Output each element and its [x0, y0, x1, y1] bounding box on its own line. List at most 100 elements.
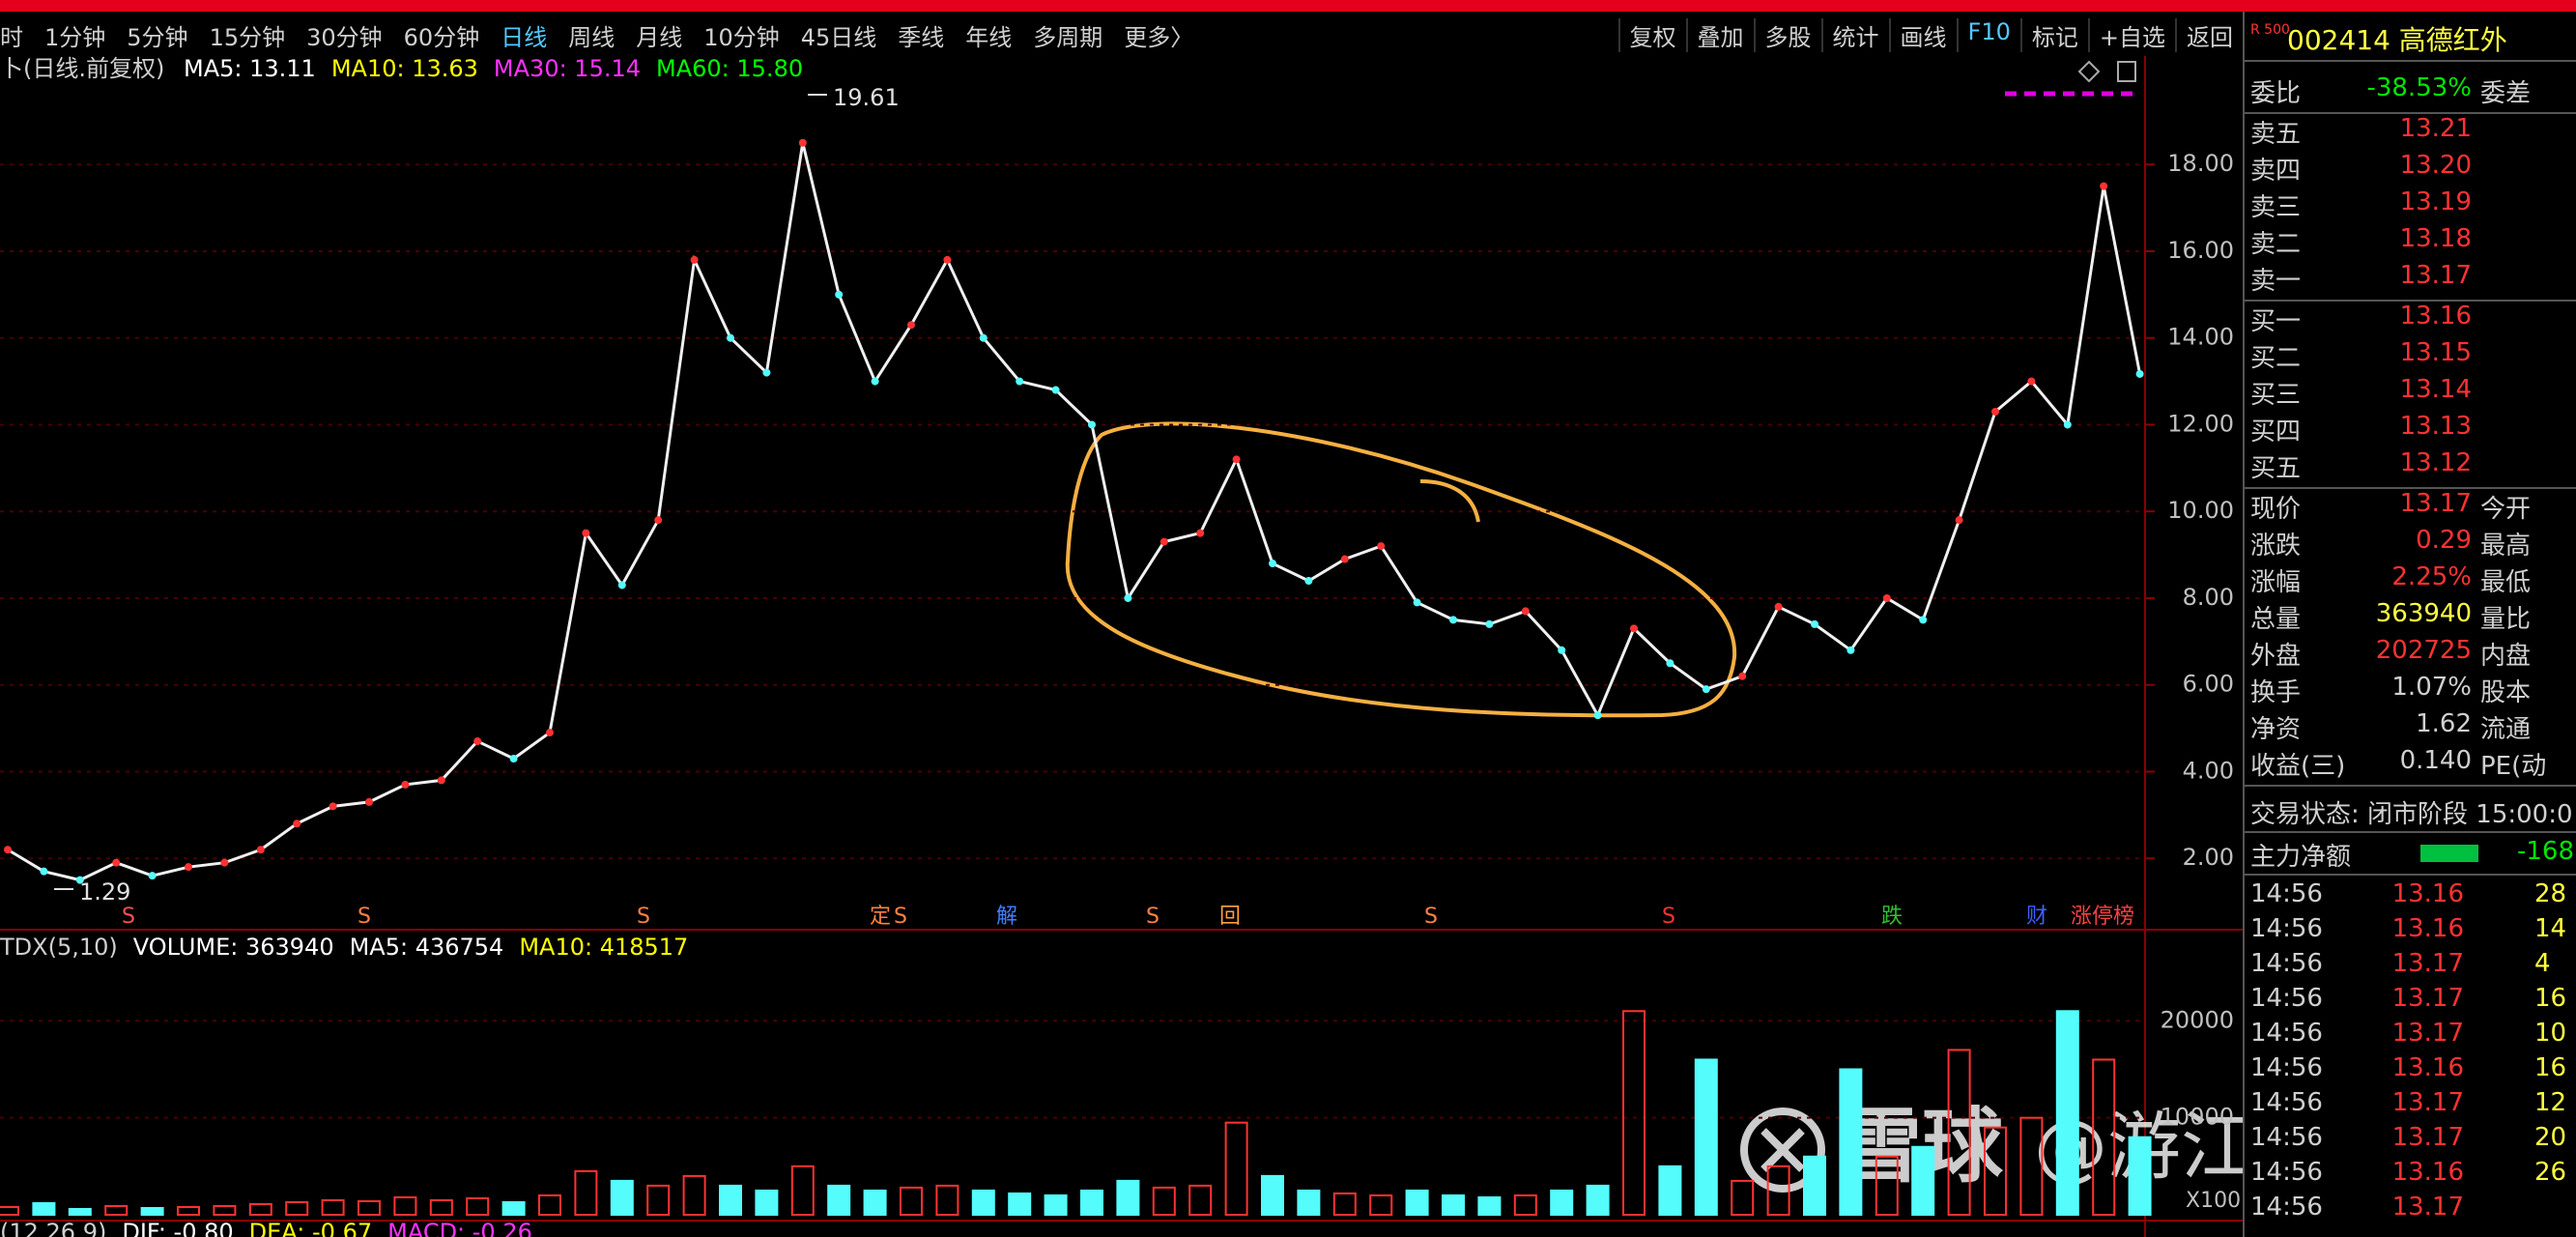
- unit-label: X100: [2186, 1189, 2241, 1213]
- volume-bar: [1586, 1184, 1610, 1217]
- tool-button[interactable]: 画线: [1888, 17, 1957, 52]
- tool-button[interactable]: 标记: [2019, 17, 2088, 52]
- quote-value: 1.07%: [2391, 673, 2472, 702]
- trade-volume: 20: [2534, 1123, 2567, 1152]
- period-tab[interactable]: 1分钟: [44, 23, 106, 51]
- separator: [2245, 487, 2576, 489]
- period-tab[interactable]: 10分钟: [703, 23, 780, 51]
- trade-time: 14:56: [2250, 879, 2323, 908]
- tool-button[interactable]: 统计: [1820, 17, 1889, 52]
- period-tab[interactable]: 多周期: [1033, 23, 1103, 51]
- tool-button[interactable]: +自选: [2087, 17, 2175, 52]
- tool-button[interactable]: 叠加: [1685, 17, 1754, 52]
- volume-bar: [1984, 1126, 2007, 1217]
- quote-label: 换手: [2250, 678, 2302, 707]
- panel-row: 卖一 13.17: [2245, 261, 2576, 298]
- trade-volume: 28: [2534, 879, 2567, 908]
- trade-price: 13.17: [2391, 1019, 2464, 1048]
- high-annotation: 19.61: [833, 84, 900, 111]
- price-point: [546, 729, 554, 737]
- quote-value: 13.17: [2399, 489, 2472, 518]
- tool-button[interactable]: 返回: [2175, 17, 2243, 52]
- price-point: [509, 754, 518, 762]
- quote-value: 0.29: [2416, 526, 2472, 555]
- macd-legend: (12,26,9): [0, 1219, 106, 1237]
- period-tab[interactable]: 时: [0, 23, 23, 51]
- quote-value: 2.25%: [2391, 562, 2472, 591]
- price-point: [329, 802, 337, 811]
- period-tab[interactable]: 日线: [501, 23, 548, 51]
- panel-row: 主力净额 -168: [2245, 837, 2576, 874]
- volume-bar: [1694, 1058, 1718, 1216]
- trade-volume: 12: [2534, 1088, 2567, 1117]
- price-point: [365, 797, 373, 806]
- label: 委比: [2250, 79, 2302, 108]
- volume-legend: MA10: 418517: [519, 934, 688, 961]
- trade-volume: 14: [2534, 914, 2567, 943]
- price-point: [762, 368, 771, 377]
- panel-row: 涨跌 0.29 最高: [2245, 526, 2576, 562]
- price-point: [2063, 420, 2072, 429]
- price-point: [1774, 602, 1783, 611]
- separator: [2245, 112, 2576, 114]
- panel-row: 买三 13.14: [2245, 375, 2576, 412]
- quote-value: 363940: [2375, 599, 2472, 628]
- quote-label: 最低: [2480, 568, 2532, 597]
- price-point: [871, 377, 879, 386]
- period-tab[interactable]: 年线: [965, 23, 1013, 51]
- macd-legend: MACD: -0.26: [387, 1219, 532, 1237]
- period-tab[interactable]: 5分钟: [127, 23, 188, 51]
- panel-row: 买四 13.13: [2245, 412, 2576, 448]
- event-marker: S: [1146, 905, 1159, 929]
- badge: R 500: [2250, 22, 2290, 38]
- volume-bar: [68, 1207, 92, 1217]
- volume-bar: [466, 1196, 490, 1217]
- label: 主力净额: [2250, 843, 2352, 872]
- period-tab[interactable]: 30分钟: [306, 23, 383, 51]
- trade-price: 13.16: [2391, 879, 2464, 908]
- order-price: 13.20: [2399, 151, 2472, 180]
- quote-label: PE(动: [2480, 752, 2547, 781]
- price-point: [293, 820, 301, 828]
- volume-bar: [2092, 1058, 2116, 1216]
- volume-bar: [1947, 1049, 1971, 1217]
- y-tick-label: 6.00: [2183, 671, 2234, 698]
- order-price: 13.18: [2399, 224, 2472, 253]
- event-marker: S: [1662, 905, 1675, 929]
- order-label: 卖四: [2250, 157, 2302, 186]
- order-label: 卖一: [2250, 267, 2302, 296]
- price-point: [798, 138, 807, 147]
- volume-bar: [104, 1204, 129, 1217]
- panel-row: 卖二 13.18: [2245, 224, 2576, 261]
- tool-button[interactable]: 多股: [1753, 17, 1821, 52]
- price-point: [690, 255, 699, 264]
- quote-label: 外盘: [2250, 642, 2302, 671]
- quote-label: 内盘: [2480, 642, 2532, 671]
- price-point: [1340, 555, 1349, 563]
- y-tick-label: 2.00: [2183, 844, 2234, 871]
- price-point: [1159, 537, 1168, 546]
- period-tab[interactable]: 更多〉: [1124, 23, 1194, 51]
- order-price: 13.13: [2399, 412, 2472, 441]
- price-point: [1016, 377, 1024, 386]
- price-point: [979, 333, 987, 342]
- price-point: [907, 321, 915, 330]
- volume-bar: [248, 1202, 272, 1216]
- price-point: [473, 737, 482, 746]
- event-marker: 跌: [1881, 905, 1903, 929]
- separator: [2245, 785, 2576, 787]
- tool-button[interactable]: F10: [1956, 17, 2020, 52]
- quote-panel: R 500 002414 高德红外 委比 -38.53% 委差 卖五 13.21 卖四 13.2…: [2243, 12, 2576, 1237]
- trade-volume: 16: [2534, 984, 2567, 1013]
- period-tab[interactable]: 45日线: [800, 23, 877, 51]
- trade-volume: 10: [2534, 1019, 2567, 1048]
- period-tab[interactable]: 60分钟: [403, 23, 480, 51]
- period-tab[interactable]: 月线: [636, 23, 683, 51]
- volume-bar: [1513, 1194, 1537, 1216]
- panel-row: 14:56 13.17 10: [2245, 1019, 2576, 1055]
- period-tab[interactable]: 周线: [568, 23, 615, 51]
- period-tab[interactable]: 季线: [898, 23, 945, 51]
- tool-button[interactable]: 复权: [1617, 17, 1686, 52]
- volume-bar: [213, 1204, 237, 1217]
- period-tab[interactable]: 15分钟: [209, 23, 286, 51]
